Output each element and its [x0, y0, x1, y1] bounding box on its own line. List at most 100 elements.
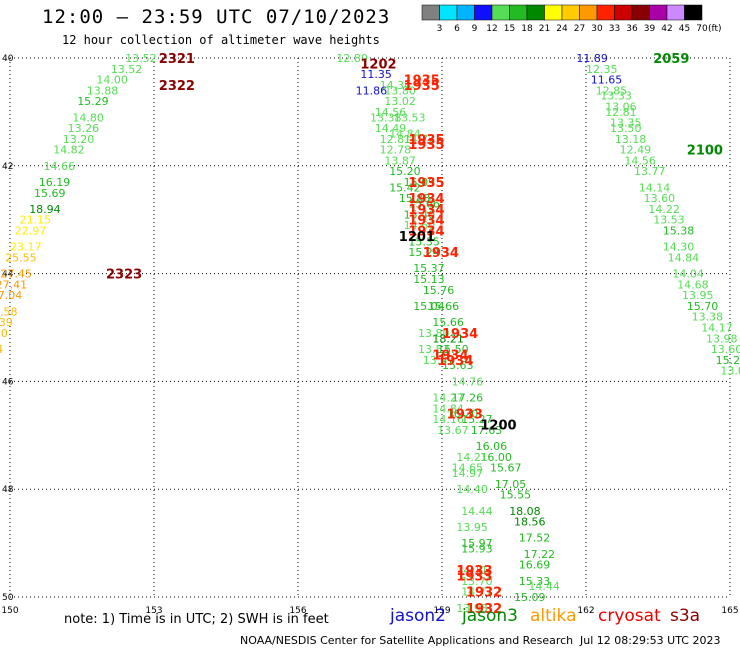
swh-value: 13.60: [644, 192, 676, 205]
swh-value: 14.17: [701, 322, 733, 335]
satellite-s3a: s3a: [670, 606, 701, 626]
colorbar-label: 9: [472, 24, 478, 34]
swh-value: 27.41: [0, 278, 27, 291]
swh-value: 13.20: [63, 133, 95, 146]
pass-time-label: 2321: [159, 52, 195, 67]
swh-value: 13.77: [634, 165, 666, 178]
satellite-cryosat: cryosat: [598, 606, 661, 626]
swh-value: 11.89: [576, 52, 608, 65]
generated-timestamp: Jul 12 08:29:53 UTC 2023: [580, 634, 721, 647]
swh-value: 11.86: [356, 84, 388, 97]
swh-value: 14.80: [72, 111, 104, 124]
colorbar-label: 70: [696, 24, 708, 34]
pass-time-label: 1934: [408, 224, 444, 239]
swh-value: 13.93: [456, 602, 488, 615]
swh-value: 15.33: [519, 575, 551, 588]
lat-tick-label: 42: [2, 162, 13, 172]
pass-time-label: 1201: [399, 230, 435, 245]
colorbar-label: 36: [626, 24, 638, 34]
colorbar-label: 6: [454, 24, 460, 34]
swh-value: 23.17: [10, 241, 42, 254]
colorbar-label: 15: [504, 24, 515, 34]
pass-time-label: 1934: [423, 246, 459, 261]
swh-value: 13.18: [615, 133, 647, 146]
swh-value: 15.38: [663, 224, 695, 237]
swh-value: 14.84: [668, 251, 700, 264]
swh-value: 15.09: [404, 176, 436, 189]
swh-value: 12.35: [586, 63, 618, 76]
swh-value: 17.26: [452, 392, 484, 405]
pass-time-label: 1935: [404, 79, 440, 94]
swh-value: 14.16: [432, 413, 464, 426]
pass-time-label: 1933: [447, 408, 483, 423]
lat-tick-label: 48: [2, 485, 14, 495]
swh-value: 22.97: [15, 224, 47, 237]
swh-value: 13.60: [711, 343, 740, 356]
swh-value: 13.95: [682, 289, 714, 302]
lat-tick-label: 44: [2, 270, 14, 280]
swh-value: 14.72: [404, 133, 436, 146]
pass-time-label: 1935: [408, 138, 444, 153]
swh-value: 14.34: [380, 79, 412, 92]
swh-value: 13.50: [610, 122, 642, 135]
colorbar-swatch: [684, 4, 703, 21]
swh-value: 15.04: [413, 300, 445, 313]
swh-value: 14.11: [456, 564, 488, 577]
swh-value: 14.30: [663, 241, 695, 254]
swh-value: 17.63: [471, 424, 503, 437]
swh-value: 15.24: [408, 246, 440, 259]
swh-value: 15.97: [461, 537, 493, 550]
swh-value: 16.00: [480, 451, 512, 464]
swh-value: 13.97: [423, 354, 455, 367]
swh-value: 16.69: [519, 559, 551, 572]
swh-value: 12.49: [620, 144, 652, 157]
swh-value: 14.44: [528, 580, 560, 593]
swh-value: 15.93: [461, 542, 493, 555]
swh-value: 14.00: [96, 74, 128, 87]
swh-value: 13.53: [653, 214, 685, 227]
pass-time-label: 1932: [466, 586, 502, 601]
pass-time-label: 1934: [432, 348, 468, 363]
satellite-altika: altika: [530, 606, 577, 626]
pass-time-label: 1935: [408, 176, 444, 191]
swh-value: 13.87: [384, 154, 416, 167]
pass-time-label: 1934: [408, 203, 444, 218]
swh-value: 17.22: [524, 548, 556, 561]
swh-value: 14.66: [44, 160, 76, 173]
swh-value: 15.13: [413, 273, 445, 286]
swh-value: 15.63: [442, 359, 474, 372]
swh-value: 15.67: [490, 462, 522, 475]
swh-value: 15.20: [716, 354, 740, 367]
lon-tick-label: 165: [721, 606, 738, 616]
swh-value: 12.81: [605, 106, 637, 119]
swh-value: 17.05: [495, 478, 527, 491]
colorbar-label: 39: [644, 24, 656, 34]
swh-value: 25.58: [0, 305, 18, 318]
swh-value: 27.04: [0, 289, 22, 302]
swh-value: 14.21: [456, 451, 488, 464]
swh-value: 13.53: [394, 111, 426, 124]
swh-value: 21.15: [20, 214, 51, 227]
colorbar-label: 21: [539, 24, 550, 34]
swh-value: 12.81: [380, 133, 412, 146]
colorbar-label: 24: [556, 24, 568, 34]
swh-value: 14.65: [452, 462, 484, 475]
colorbar-label: 12: [486, 24, 497, 34]
swh-value: 15.88: [399, 192, 431, 205]
swh-value: 14.97: [452, 467, 484, 480]
swh-value: 13.53: [418, 343, 450, 356]
swh-value: 15.40: [404, 208, 436, 221]
swh-value: 14.77: [461, 586, 493, 599]
lon-tick-label: 162: [577, 606, 594, 616]
pass-time-label: 1934: [437, 354, 473, 369]
swh-value: 13.26: [68, 122, 100, 135]
pass-time-label: 1200: [480, 419, 516, 434]
swh-value: 14.22: [648, 203, 680, 216]
swh-value: 15.66: [408, 198, 440, 211]
swh-value: 26.39: [0, 316, 13, 329]
swh-value: 15.50: [437, 343, 469, 356]
swh-value: 15.69: [34, 187, 66, 200]
pass-time-label: 2322: [159, 79, 195, 94]
footer-note: note: 1) Time is in UTC; 2) SWH is in fe…: [64, 612, 329, 627]
swh-value: 18.08: [509, 505, 541, 518]
